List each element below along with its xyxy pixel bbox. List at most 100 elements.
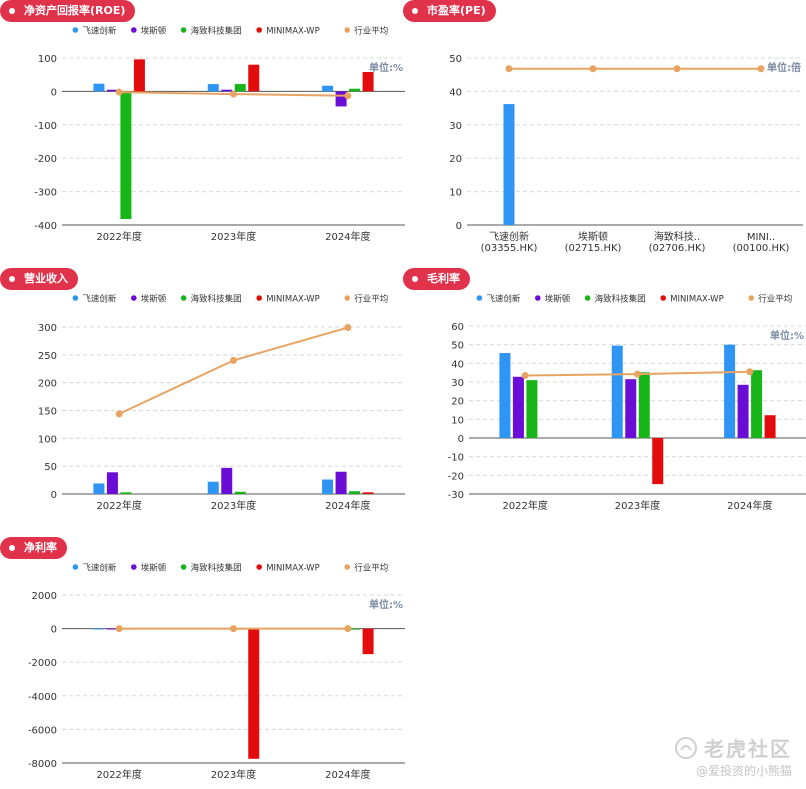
average-point bbox=[673, 65, 681, 73]
y-tick-label: 30 bbox=[449, 121, 462, 132]
chart-title: 毛利率 bbox=[427, 272, 460, 285]
bar bbox=[611, 345, 623, 438]
unit-label: 单位:% bbox=[369, 598, 403, 611]
y-tick-label: 0 bbox=[456, 221, 462, 232]
y-tick-label: 20 bbox=[451, 397, 464, 408]
legend-marker bbox=[72, 564, 79, 570]
bar bbox=[120, 492, 132, 494]
legend-marker bbox=[344, 564, 351, 570]
panel-net-margin: 净利率 2000 0 -2000 -4000 -6000 -8000 单位:% 2022年度 2… bbox=[0, 537, 410, 787]
bar bbox=[106, 89, 118, 92]
y-tick-label: 10 bbox=[451, 415, 464, 426]
average-point bbox=[230, 356, 237, 364]
average-point bbox=[344, 324, 352, 332]
bar bbox=[503, 104, 515, 225]
legend-marker bbox=[131, 27, 137, 33]
legend-label: 海致科技集团 bbox=[595, 294, 646, 305]
y-tick-label: 40 bbox=[449, 87, 462, 98]
y-tick-label: 0 bbox=[51, 87, 57, 98]
x-tick-label: 2022年度 bbox=[96, 768, 141, 781]
bar bbox=[106, 628, 118, 630]
x-tick-label: 2023年度 bbox=[211, 768, 256, 781]
title-dot-icon bbox=[412, 276, 418, 282]
legend-marker bbox=[72, 295, 79, 301]
x-tick-label: 2022年度 bbox=[96, 499, 141, 512]
x-tick-label: 2023年度 bbox=[211, 499, 256, 512]
unit-label: 单位:% bbox=[770, 329, 804, 342]
legend-label: 行业平均 bbox=[758, 294, 792, 305]
legend-marker bbox=[131, 564, 137, 570]
legend-marker bbox=[256, 295, 263, 301]
y-tick-label: 50 bbox=[449, 54, 462, 65]
bar bbox=[93, 628, 105, 630]
legend-marker bbox=[72, 27, 79, 33]
legend-marker bbox=[180, 564, 187, 570]
average-point bbox=[634, 370, 641, 378]
bar bbox=[335, 471, 347, 494]
y-tick-label: 40 bbox=[451, 359, 464, 370]
watermark-user: @爱投资的小熊猫 bbox=[695, 764, 792, 778]
legend-label: 行业平均 bbox=[354, 294, 388, 305]
y-tick-label: 100 bbox=[38, 434, 57, 445]
legend-marker bbox=[748, 295, 754, 301]
y-tick-label: -6000 bbox=[28, 725, 57, 736]
bar bbox=[207, 84, 219, 92]
bar bbox=[349, 628, 361, 630]
x-tick-label: 2023年度 bbox=[211, 230, 256, 243]
x-tick-label: 2024年度 bbox=[325, 499, 370, 512]
y-tick-label: -400 bbox=[34, 221, 57, 232]
y-tick-label: 10 bbox=[449, 188, 462, 199]
y-tick-label: 200 bbox=[38, 379, 57, 390]
legend-marker bbox=[584, 295, 591, 301]
legend-label: 行业平均 bbox=[354, 26, 388, 37]
legend-marker bbox=[344, 295, 351, 301]
legend-label: 埃斯顿 bbox=[141, 563, 167, 574]
bar bbox=[221, 89, 233, 92]
bar bbox=[625, 379, 637, 438]
revenue-chart: 300 250 200 150 100 50 0 2022年度 2023年度 2024年度 飞速创新… bbox=[38, 294, 405, 512]
y-tick-label: 250 bbox=[38, 351, 57, 362]
gross-margin-chart: 60 50 40 30 20 10 0 -10 -20 -30 单位:% 2022年度 2023年度 20… bbox=[448, 294, 806, 512]
bar bbox=[234, 84, 246, 92]
x-tick-label: (02715.HK) bbox=[565, 243, 622, 254]
average-line bbox=[118, 326, 349, 415]
bar bbox=[349, 491, 361, 494]
chart-title: 营业收入 bbox=[24, 272, 68, 285]
chart-title-badge: 净利率 bbox=[0, 537, 67, 559]
chart-title: 市盈率(PE) bbox=[427, 4, 486, 17]
y-tick-label: -30 bbox=[448, 490, 464, 501]
bar bbox=[362, 628, 374, 655]
legend-label: 海致科技集团 bbox=[191, 563, 242, 574]
y-tick-label: 0 bbox=[51, 490, 57, 501]
legend-marker bbox=[180, 295, 187, 301]
panel-gross-margin: 毛利率 60 50 40 30 20 10 0 -10 -20 -30 单位:% 2022年度 2023… bbox=[403, 268, 806, 518]
x-tick-label: 2024年度 bbox=[325, 230, 370, 243]
legend-marker bbox=[256, 564, 263, 570]
average-point bbox=[505, 65, 513, 73]
legend-marker bbox=[180, 27, 187, 33]
watermark: 老虎社区 @爱投资的小熊猫 bbox=[674, 733, 792, 779]
y-tick-label: 100 bbox=[38, 54, 57, 65]
y-tick-label: 2000 bbox=[32, 591, 57, 602]
bar bbox=[751, 370, 763, 438]
title-dot-icon bbox=[9, 545, 15, 551]
bar bbox=[248, 64, 260, 92]
y-tick-label: 30 bbox=[451, 378, 464, 389]
average-point bbox=[344, 625, 352, 633]
bar bbox=[234, 491, 246, 494]
y-tick-label: -200 bbox=[34, 154, 57, 165]
legend-label: 埃斯顿 bbox=[141, 294, 167, 305]
bar bbox=[526, 380, 538, 438]
legend-label: 飞速创新 bbox=[486, 294, 521, 305]
bar bbox=[322, 479, 334, 494]
panel-roe: 净资产回报率(ROE) 100 0 -100 -200 -300 -400 单位:% 2022… bbox=[0, 0, 410, 250]
y-tick-label: -100 bbox=[34, 121, 57, 132]
title-dot-icon bbox=[9, 8, 15, 14]
bar bbox=[93, 483, 105, 494]
unit-label: 单位:倍 bbox=[767, 61, 801, 74]
chart-title-badge: 净资产回报率(ROE) bbox=[0, 0, 136, 22]
x-tick-label: (03355.HK) bbox=[481, 243, 538, 254]
bar bbox=[638, 372, 650, 438]
x-tick-label: 飞速创新 bbox=[489, 230, 529, 243]
